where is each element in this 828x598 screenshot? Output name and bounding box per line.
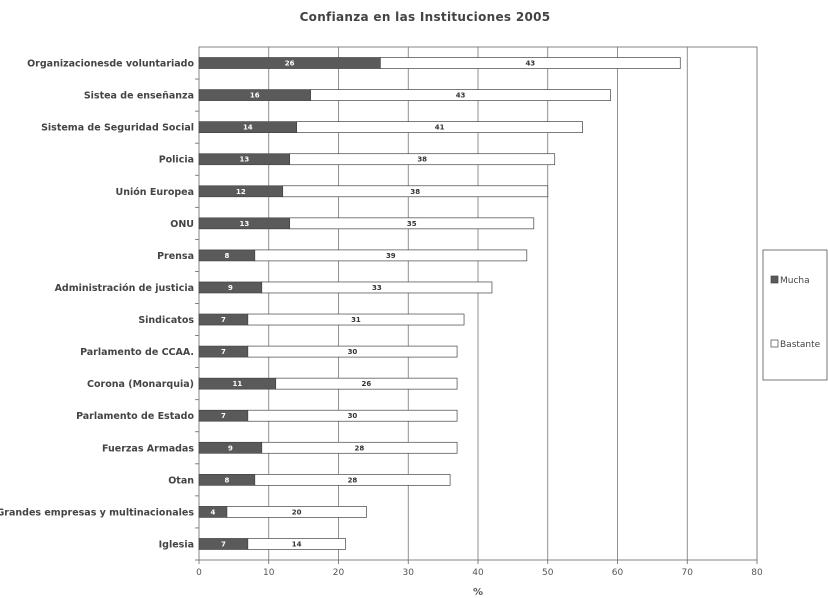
category-label: ONU bbox=[170, 219, 194, 230]
data-label-bastante: 41 bbox=[435, 124, 445, 132]
bars: 26 43 16 43 14 41 13 38 12 38 13 35 8 39 9 33 7 31 7 30 11 26… bbox=[198, 57, 681, 550]
bar-bastante bbox=[282, 185, 549, 198]
data-label-mucha: 8 bbox=[224, 252, 229, 260]
x-axis-label: % bbox=[473, 587, 483, 598]
data-label-bastante: 30 bbox=[348, 348, 358, 356]
x-tick-label: 40 bbox=[472, 568, 484, 578]
x-tick-label: 80 bbox=[751, 568, 763, 578]
category-label: Administración de justicia bbox=[55, 283, 194, 294]
data-label-bastante: 28 bbox=[348, 476, 358, 484]
category-label: Parlamento de Estado bbox=[76, 411, 194, 422]
data-label-mucha: 16 bbox=[250, 92, 260, 100]
bar-bastante bbox=[254, 473, 451, 486]
category-label: Corona (Monarquia) bbox=[87, 379, 194, 390]
legend-swatch bbox=[770, 275, 779, 284]
bar-bastante bbox=[247, 409, 458, 422]
bar-bastante bbox=[275, 377, 458, 390]
category-label: Policia bbox=[159, 155, 194, 166]
legend-label: Mucha bbox=[780, 276, 810, 286]
x-tick-label: 30 bbox=[403, 568, 415, 578]
axes: 0 10 20 30 40 50 60 70 80 Organizacionesde volunt… bbox=[0, 59, 763, 578]
data-label-bastante: 43 bbox=[456, 92, 466, 100]
data-label-mucha: 11 bbox=[232, 380, 242, 388]
data-label-mucha: 9 bbox=[228, 444, 233, 452]
category-label: Otan bbox=[168, 475, 194, 486]
data-label-bastante: 30 bbox=[348, 412, 358, 420]
category-label: Sistea de enseñanza bbox=[84, 91, 194, 102]
chart-title: Confianza en las Instituciones 2005 bbox=[300, 10, 551, 24]
data-label-bastante: 35 bbox=[407, 220, 417, 228]
data-label-bastante: 14 bbox=[292, 540, 302, 548]
category-label: Unión Europea bbox=[116, 187, 194, 198]
x-tick-label: 70 bbox=[682, 568, 694, 578]
bar-bastante bbox=[247, 345, 458, 358]
category-label: Parlamento de CCAA. bbox=[80, 347, 194, 358]
data-label-mucha: 12 bbox=[236, 188, 246, 196]
x-tick-label: 10 bbox=[263, 568, 275, 578]
bar-bastante bbox=[289, 153, 556, 166]
legend-box bbox=[762, 249, 828, 381]
category-label: Sindicatos bbox=[138, 315, 194, 326]
bar-bastante bbox=[380, 57, 681, 69]
data-label-mucha: 9 bbox=[228, 284, 233, 292]
category-label: Organizacionesde voluntariado bbox=[27, 59, 194, 70]
x-tick-label: 20 bbox=[333, 568, 345, 578]
data-label-mucha: 8 bbox=[224, 476, 229, 484]
legend-label: Bastante bbox=[780, 340, 821, 350]
bar-bastante bbox=[289, 217, 535, 230]
category-label: Grandes empresas y multinacionales bbox=[0, 507, 194, 518]
bar-bastante bbox=[310, 89, 611, 101]
data-label-bastante: 43 bbox=[525, 60, 535, 68]
bar-bastante bbox=[261, 281, 493, 294]
bar-bastante bbox=[247, 313, 465, 326]
data-label-mucha: 26 bbox=[285, 60, 295, 68]
data-label-mucha: 14 bbox=[243, 124, 253, 132]
data-label-bastante: 38 bbox=[417, 156, 427, 164]
data-label-mucha: 13 bbox=[239, 220, 249, 228]
bar-bastante bbox=[226, 506, 367, 518]
data-label-mucha: 7 bbox=[221, 540, 226, 548]
data-label-mucha: 7 bbox=[221, 412, 226, 420]
x-tick-label: 60 bbox=[612, 568, 624, 578]
x-tick-label: 50 bbox=[542, 568, 554, 578]
data-label-bastante: 28 bbox=[355, 444, 365, 452]
data-label-bastante: 31 bbox=[351, 316, 361, 324]
bar-bastante bbox=[296, 121, 583, 134]
data-label-bastante: 38 bbox=[410, 188, 420, 196]
data-label-bastante: 26 bbox=[362, 380, 372, 388]
category-label: Iglesia bbox=[159, 539, 194, 550]
data-label-mucha: 7 bbox=[221, 316, 226, 324]
data-label-mucha: 13 bbox=[239, 156, 249, 164]
data-label-bastante: 20 bbox=[292, 508, 302, 516]
bar-bastante bbox=[247, 538, 346, 550]
category-label: Sistema de Seguridad Social bbox=[41, 123, 194, 134]
legend: Mucha Bastante bbox=[762, 249, 828, 381]
data-label-mucha: 4 bbox=[211, 508, 216, 516]
x-tick-label: 0 bbox=[196, 568, 202, 578]
bar-bastante bbox=[254, 249, 528, 262]
legend-swatch bbox=[770, 339, 779, 348]
data-label-bastante: 39 bbox=[386, 252, 396, 260]
data-label-bastante: 33 bbox=[372, 284, 382, 292]
bar-bastante bbox=[261, 441, 458, 454]
data-label-mucha: 7 bbox=[221, 348, 226, 356]
category-label: Prensa bbox=[157, 251, 194, 262]
category-label: Fuerzas Armadas bbox=[102, 443, 194, 454]
